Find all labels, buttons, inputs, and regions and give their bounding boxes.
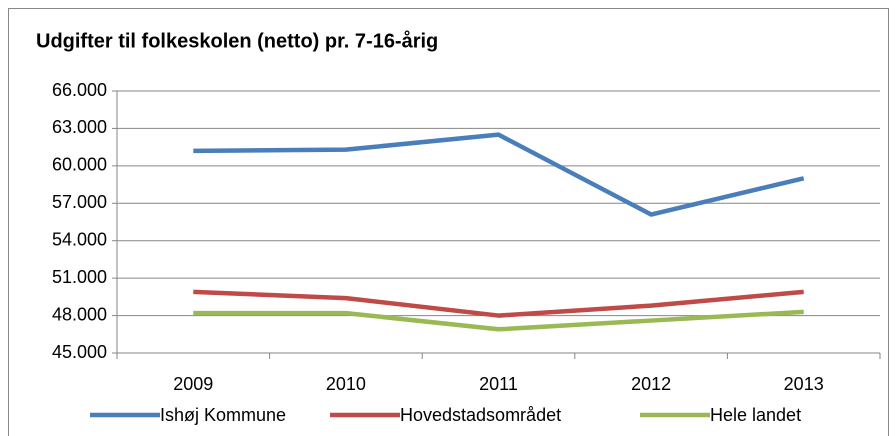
y-tick-label: 63.000 [52,117,107,137]
chart-title: Udgifter til folkeskolen (netto) pr. 7-1… [36,29,438,52]
y-tick-label: 51.000 [52,267,107,287]
x-tick-label: 2010 [326,374,366,394]
series-line [193,132,805,217]
y-tick-label: 45.000 [52,342,107,362]
legend-label: Ishøj Kommune [160,405,286,425]
legend-label: Hele landet [710,405,801,425]
x-tick-label: 2009 [173,374,213,394]
y-tick-label: 57.000 [52,192,107,212]
chart-border [8,8,889,436]
series-line [193,309,804,332]
y-tick-label: 48.000 [52,304,107,324]
x-tick-label: 2011 [479,374,518,394]
y-tick-label: 66.000 [52,80,107,100]
series-line [193,289,804,318]
x-tick-label: 2013 [784,374,824,394]
y-tick-label: 60.000 [52,155,107,175]
y-tick-label: 54.000 [52,229,107,249]
x-tick-label: 2012 [631,374,671,394]
legend-label: Hovedstadsområdet [400,405,561,425]
